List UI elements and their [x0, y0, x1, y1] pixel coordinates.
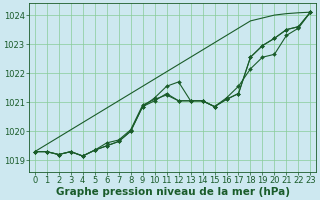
X-axis label: Graphe pression niveau de la mer (hPa): Graphe pression niveau de la mer (hPa)	[56, 187, 290, 197]
